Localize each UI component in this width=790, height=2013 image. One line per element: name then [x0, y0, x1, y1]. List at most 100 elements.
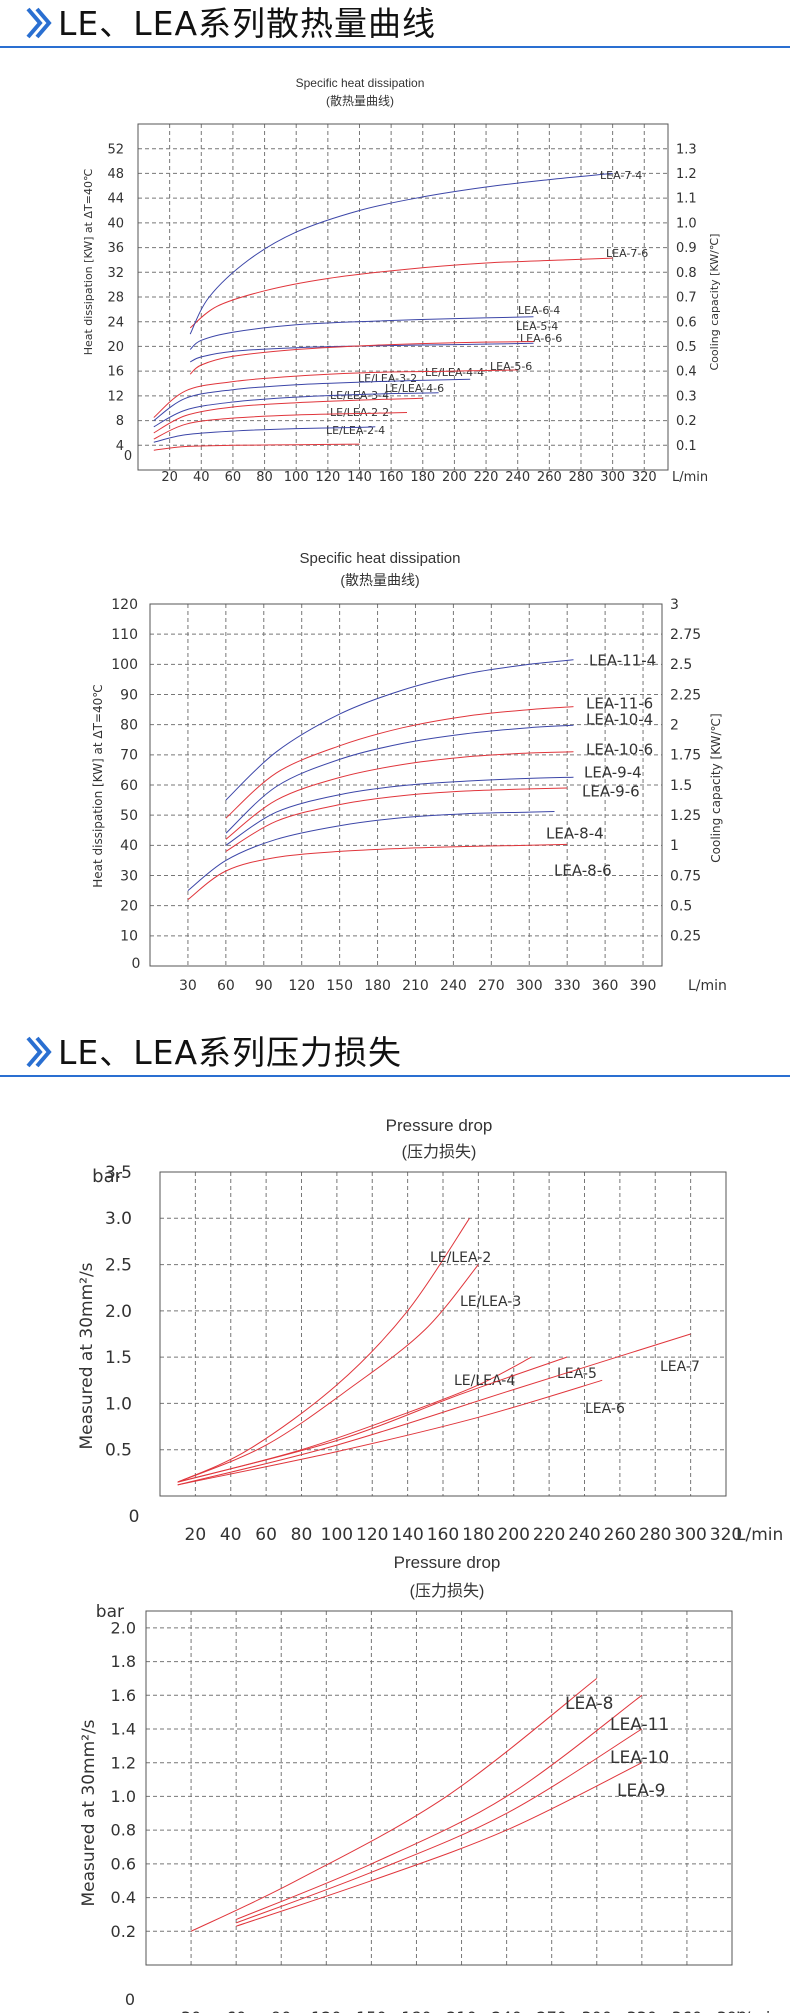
y2-tick-label: 1.0 [676, 216, 697, 231]
x-tick-label: 120 [311, 2008, 342, 2013]
x-tick-label: 20 [185, 1525, 207, 1545]
x-tick-label: 180 [462, 1525, 494, 1545]
series-label: LEA-11-6 [586, 694, 653, 712]
y-tick-label: 20 [120, 899, 138, 915]
y-unit-label: bar [92, 1166, 122, 1187]
y-tick-label: 4 [116, 439, 124, 454]
y2-tick-label: 1.1 [676, 192, 697, 207]
series-label: LE/LEA-3-4 [330, 389, 389, 402]
x-tick-label: 280 [639, 1525, 671, 1545]
chart-plot: 0 30 60 90 120 150 180 210 240 270 300 330 360 390 0.2… [79, 1602, 780, 2013]
section-header-pressure: LE、LEA系列压力损失 [0, 1029, 790, 1079]
x-tick-label: 280 [569, 470, 594, 485]
chart-subtitle: (散热量曲线) [326, 94, 394, 108]
series-line [177, 1333, 691, 1486]
grid-lines [138, 124, 668, 470]
series-label: LEA-7 [660, 1359, 700, 1375]
y-tick-label: 50 [120, 808, 138, 824]
y2-tick-label: 1.2 [676, 167, 697, 182]
y-tick-label: 1.0 [105, 1394, 132, 1414]
y2-tick-label: 0.75 [670, 868, 701, 884]
series-label: LEA-5 [557, 1366, 597, 1382]
x-tick-label: 90 [271, 2008, 291, 2013]
x-tick-label: 150 [326, 978, 353, 994]
y2-tick-label: 2 [670, 718, 679, 734]
y-tick-label: 2.5 [105, 1256, 132, 1276]
series-line [177, 1379, 603, 1486]
series-label: LEA-5-4 [516, 320, 558, 333]
x-tick-label: 30 [181, 2008, 201, 2013]
series-line [236, 1728, 643, 1924]
series-label: LE/LEA-4-4 [425, 366, 484, 379]
y2-tick-label: 1.25 [670, 808, 701, 824]
y2-tick-label: 1.3 [676, 142, 697, 157]
y-axis-label: Heat dissipation [KW] at ΔT=40℃ [91, 684, 105, 888]
series-label: LEA-6-6 [520, 332, 562, 345]
x-tick-label: 260 [604, 1525, 636, 1545]
x-axis-label: L/min [688, 978, 727, 994]
series-line [153, 397, 423, 434]
y2-tick-label: 2.5 [670, 657, 692, 673]
x-tick-label: 0 [129, 1507, 140, 1527]
series-line [236, 1762, 643, 1927]
x-tick-label: 160 [427, 1525, 459, 1545]
heat-dissipation-chart-small: Specific heat dissipation (散热量曲线) 0 20 40 6… [0, 72, 790, 485]
y-tick-label: 1.4 [111, 1720, 136, 1739]
series-label: LEA-9-4 [584, 763, 642, 781]
y2-tick-label: 0.25 [670, 929, 701, 945]
x-tick-label: 240 [568, 1525, 600, 1545]
pressure-drop-chart-small: Pressure drop (压力损失) 0 20 40 60 80 100 120 140 1… [0, 1116, 790, 1545]
grid-lines [160, 1171, 727, 1496]
y2-tick-label: 1.75 [670, 748, 701, 764]
y-tick-label: 1.8 [111, 1652, 136, 1671]
series-line [225, 787, 568, 852]
series-label: LEA-10-4 [586, 710, 653, 728]
x-tick-label: 210 [446, 2008, 477, 2013]
x-tick-label: 140 [391, 1525, 423, 1545]
x-axis-label: L/min [672, 470, 708, 485]
chart-plot: 020 40 60 80 100 120 140 160 180 200 220 240 260 280 3… [77, 1163, 783, 1545]
chart-title: Pressure drop [385, 1116, 493, 1135]
x-tick-label: 60 [226, 2008, 246, 2013]
x-tick-label: 320 [632, 470, 657, 485]
x-tick-label: 180 [410, 470, 435, 485]
plot-frame [159, 1171, 727, 1497]
x-tick-label: 200 [442, 470, 467, 485]
chart-plot: 020 40 60 80 100 120 140 160 180 200 220 240 260 280 3… [82, 123, 721, 485]
chevron-right-icon [26, 1036, 52, 1068]
y-tick-label: 28 [107, 291, 124, 306]
x-axis-label: L/min [736, 1525, 783, 1545]
y2-tick-label: 2.75 [670, 627, 701, 643]
y2-tick-label: 0.7 [676, 291, 697, 306]
y-tick-label: 12 [107, 389, 124, 404]
series-label: LEA-9 [617, 1781, 665, 1801]
x-tick-label: 210 [402, 978, 429, 994]
series-label: LEA-6-4 [518, 304, 560, 317]
y-axis-label: Heat dissipation [KW] at ΔT=40℃ [82, 169, 95, 356]
series-line [236, 1694, 643, 1920]
chart-plot: 030 60 90 120 150 180 210 240 270 300 330 360 390102… [91, 597, 727, 994]
y-tick-label: 40 [107, 216, 124, 231]
x-tick-label: 60 [225, 470, 242, 485]
x-tick-label: 160 [379, 470, 404, 485]
y2-tick-label: 1 [670, 838, 679, 854]
series-line [153, 369, 518, 418]
series-line [189, 342, 534, 363]
x-tick-label: 0 [124, 449, 132, 464]
y-axis-label: Measured at 30mm²/s [77, 1262, 97, 1449]
section-header-heat: LE、LEA系列散热量曲线 [0, 0, 790, 50]
series-label: LEA-5-6 [490, 360, 532, 373]
series-label: LEA-8-6 [554, 861, 612, 879]
series-line [225, 659, 574, 801]
y-tick-label: 20 [107, 340, 124, 355]
x-tick-label: 270 [536, 2008, 567, 2013]
series-line [225, 751, 574, 840]
y2-tick-label: 0.9 [676, 241, 697, 256]
x-tick-label: 390 [717, 2008, 748, 2013]
series-line [190, 1678, 598, 1932]
x-tick-label: 120 [356, 1525, 388, 1545]
series-line [153, 392, 439, 428]
series-label: LE/LEA-2-4 [326, 424, 385, 437]
y-tick-label: 0.5 [105, 1441, 132, 1461]
chart-subtitle: (散热量曲线) [340, 572, 420, 588]
